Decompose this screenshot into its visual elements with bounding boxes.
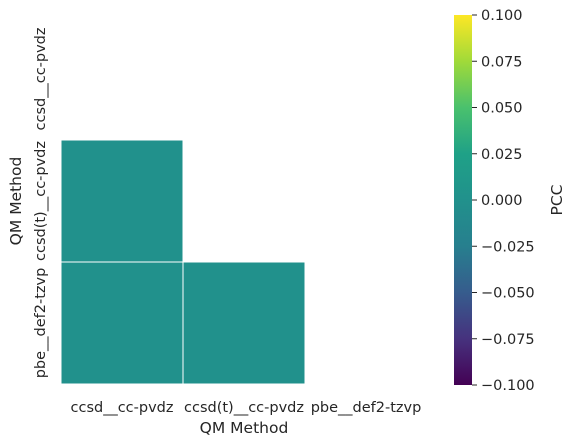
heatmap-cell — [60, 139, 184, 263]
heatmap-cell — [182, 261, 306, 385]
y-tick-label: ccsd__cc-pvdz — [33, 28, 49, 131]
colorbar-tick-label: 0.075 — [481, 54, 523, 70]
colorbar-ticks: 0.100 0.075 0.050 0.025 0.000 −0.025 −0.050 −0.… — [472, 8, 535, 394]
colorbar-tick-label: 0.000 — [481, 193, 523, 209]
colorbar — [454, 15, 472, 385]
x-axis-label: QM Method — [200, 419, 289, 437]
colorbar-tick-label: 0.050 — [481, 101, 523, 117]
heatmap-cell — [60, 261, 184, 385]
x-tick-labels: ccsd__cc-pvdz ccsd(t)__cc-pvdz pbe__def2-t… — [71, 400, 422, 416]
y-axis-label: QM Method — [7, 157, 25, 246]
x-tick-label: pbe__def2-tzvp — [311, 400, 422, 416]
colorbar-tick-label: 0.025 — [481, 147, 523, 163]
colorbar-tick-label: −0.050 — [481, 286, 535, 302]
colorbar-tick-label: −0.025 — [481, 239, 535, 255]
heatmap-cells — [60, 139, 306, 385]
colorbar-tick-label: −0.100 — [481, 378, 535, 394]
x-tick-label: ccsd__cc-pvdz — [71, 400, 174, 416]
y-tick-label: pbe__def2-tzvp — [33, 268, 49, 379]
colorbar-label: PCC — [548, 185, 566, 216]
colorbar-tick-label: −0.075 — [481, 332, 535, 348]
y-tick-label: ccsd(t)__cc-pvdz — [33, 141, 49, 261]
x-tick-label: ccsd(t)__cc-pvdz — [184, 400, 304, 416]
colorbar-tick-label: 0.100 — [481, 8, 523, 24]
y-tick-labels: ccsd__cc-pvdz ccsd(t)__cc-pvdz pbe__def2-t… — [33, 28, 49, 379]
